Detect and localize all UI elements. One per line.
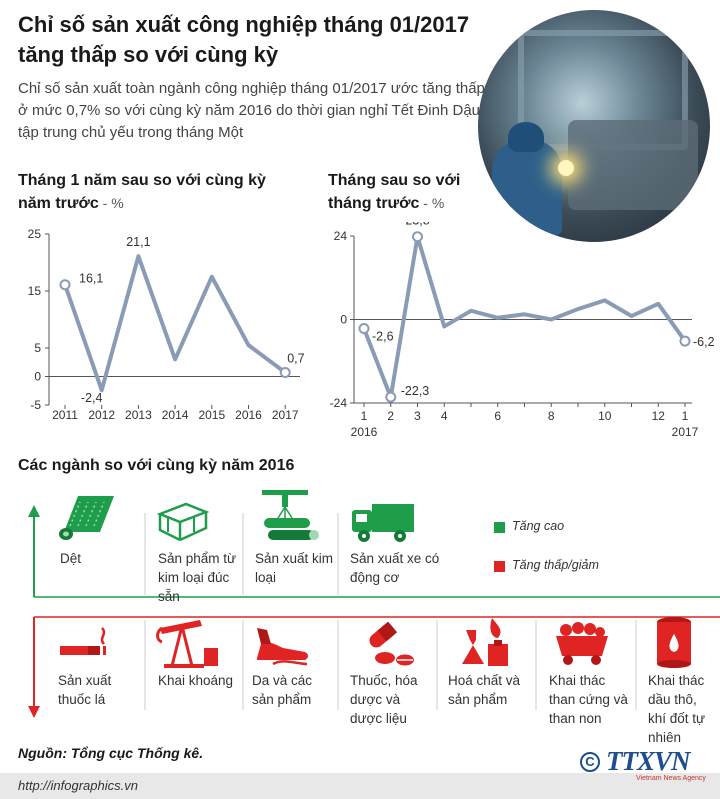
chart1-x-tick-label: 2015 — [198, 408, 225, 422]
chart2-unit: - % — [419, 195, 445, 211]
chart1-y-tick-label: 5 — [34, 341, 41, 355]
sector-up-label: Sản phẩm từ kim loại đúc sẵn — [158, 551, 237, 604]
chart2-y-tick-label: 24 — [334, 229, 348, 243]
chart2-title-text: Tháng sau so với tháng trước — [328, 172, 461, 212]
footer-bar — [0, 773, 720, 799]
chart2-x-tick-label: 1 — [682, 409, 689, 423]
legend-down-label: Tăng thấp/giảm — [512, 558, 599, 572]
chart2-data-label: -22,3 — [401, 384, 430, 398]
leather-shoe-icon — [257, 628, 308, 666]
factory-photo — [478, 10, 710, 242]
chart2-y-tick-label: -24 — [330, 396, 348, 410]
chart2-data-label: -6,2 — [693, 335, 715, 349]
legend-up-swatch — [494, 522, 505, 533]
oil-pump-icon — [156, 620, 218, 668]
chart1-y-tick-label: 0 — [34, 370, 41, 384]
intro-text: Chỉ số sản xuất toàn ngành công nghiệp t… — [18, 80, 485, 141]
sector-down-label: Da và các sản phẩm — [252, 673, 313, 707]
chart2-point-marker — [679, 335, 691, 347]
sector-down-label: Sản xuất thuốc lá — [58, 673, 112, 707]
chart1-data-label: 0,7 — [287, 352, 304, 366]
sector-down-label: Hoá chất và sản phẩm — [448, 673, 521, 707]
fabric-roll-icon — [59, 496, 114, 540]
worker-shape — [492, 140, 562, 235]
metal-beam-icon — [156, 502, 210, 542]
chart1-data-label: 16,1 — [79, 272, 103, 286]
chart2-x-tick-label: 10 — [598, 409, 612, 423]
car-body-shape — [568, 120, 698, 210]
cigarette-icon — [60, 627, 106, 655]
chart2-x-tick-label: 2 — [387, 409, 394, 423]
legend-down-swatch — [494, 561, 505, 572]
arrows-and-lines — [28, 505, 720, 718]
source-note: Nguồn: Tổng cục Thống kê. — [18, 745, 204, 761]
chart1-x-tick-label: 2016 — [235, 408, 262, 422]
chart1-data-label: 21,1 — [126, 235, 150, 249]
chart2-title: Tháng sau so với tháng trước - % — [328, 170, 498, 215]
chart2-data-label: 23,8 — [405, 222, 429, 228]
chart2-x-tick-label: 8 — [548, 409, 555, 423]
chart1-x-tick-label: 2014 — [162, 408, 189, 422]
sector-up-label: Sản xuất xe có động cơ — [350, 551, 440, 585]
chart2-x-tick-label: 4 — [441, 409, 448, 423]
chart1-data-label: -2,4 — [81, 391, 103, 405]
ttxvn-logo-sub: Vietnam News Agency — [636, 775, 706, 782]
chart2-x-tick-label: 3 — [414, 409, 421, 423]
chart2-x-tick-label: 1 — [361, 409, 368, 423]
sector-up-label: Dệt — [60, 551, 82, 566]
sectors-title: Các ngành so với cùng kỳ năm 2016 — [18, 457, 295, 474]
metal-pipes-icon — [262, 490, 319, 540]
truck-icon — [352, 504, 414, 542]
chart1-title: Tháng 1 năm sau so với cùng kỳ năm trước… — [18, 170, 268, 215]
chart1-svg: 25 15 5 0 -5 2011 2012 2013 2014 2015 2016 2017 16,1… — [28, 227, 305, 422]
legend-down: Tăng thấp/giảm — [494, 558, 599, 572]
chart2-point-marker — [412, 231, 423, 243]
chart2-data-label: -2,6 — [372, 330, 394, 344]
chart2-year-label: 2017 — [672, 425, 699, 439]
chart1-y-tick-label: 15 — [28, 284, 42, 298]
oil-barrel-icon — [657, 617, 691, 668]
chart2-y-tick-label: 0 — [340, 313, 347, 327]
copyright-icon: C — [580, 752, 600, 772]
sector-down-label: Khai thác dầu thô, khí đốt tự nhiên — [648, 673, 706, 745]
flask-icon — [462, 618, 508, 666]
chart1-x-tick-label: 2012 — [88, 408, 115, 422]
legend-up-label: Tăng cao — [512, 519, 565, 533]
source-url[interactable]: http://infographics.vn — [18, 778, 138, 793]
page-title: Chỉ số sản xuất công nghiệp tháng 01/201… — [18, 12, 470, 67]
coal-cart-icon — [556, 622, 608, 665]
chart2-svg: 240-241234681012120162017-2,6-22,323,8-6… — [330, 222, 715, 439]
welding-spark — [558, 160, 574, 176]
sector-down-label: Thuốc, hóa dược và dược liệu — [350, 673, 418, 726]
chart1-x-tick-label: 2011 — [52, 408, 78, 422]
helmet-shape — [508, 122, 544, 152]
sector-up-label: Sản xuất kim loại — [255, 551, 334, 585]
chart2-year-label: 2016 — [351, 425, 378, 439]
chart1-x-tick-label: 2017 — [272, 408, 299, 422]
chart1-x-tick-label: 2013 — [125, 408, 152, 422]
chart1-series-line — [63, 254, 287, 393]
legend-up: Tăng cao — [494, 519, 565, 533]
chart2-x-tick-label: 6 — [494, 409, 501, 423]
chart1-title-text: Tháng 1 năm sau so với cùng kỳ năm trước — [18, 172, 266, 212]
sector-down-label: Khai thác than cứng và than non — [549, 673, 628, 726]
ttxvn-logo: TTXVN — [606, 746, 691, 776]
chart2-series-line — [362, 234, 687, 400]
sector-down-label: Khai khoáng — [158, 673, 234, 688]
chart1-unit: - % — [98, 195, 124, 211]
chart1-point-marker — [279, 367, 291, 379]
chart1-y-tick-label: -5 — [30, 398, 41, 412]
chart1-point-marker — [59, 279, 71, 291]
pills-icon — [369, 621, 414, 666]
chart2-x-tick-label: 12 — [652, 409, 666, 423]
chart1-y-tick-label: 25 — [28, 227, 42, 241]
chart2-point-marker — [358, 323, 370, 335]
chart2-point-marker — [385, 391, 397, 403]
